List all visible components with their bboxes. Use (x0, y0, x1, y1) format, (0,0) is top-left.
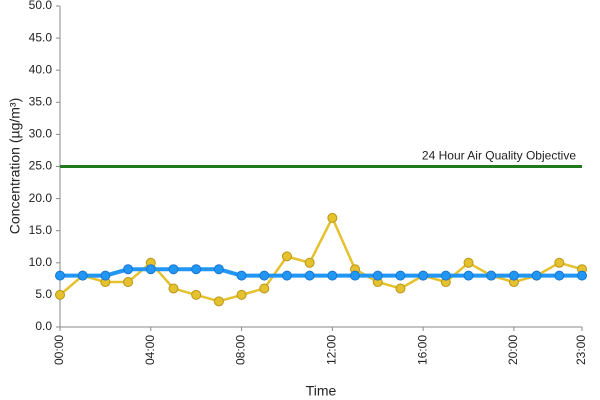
series-marker (168, 283, 179, 294)
y-tick-label: 15.0 (29, 223, 53, 237)
series-marker (304, 270, 315, 281)
y-tick-label: 5.0 (35, 287, 52, 301)
series-marker (531, 270, 542, 281)
series-marker (191, 289, 202, 300)
y-tick-label: 25.0 (29, 159, 53, 173)
x-tick-label: 16:00 (415, 335, 429, 365)
x-tick-label: 04:00 (143, 335, 157, 365)
y-tick-label: 10.0 (29, 255, 53, 269)
series-marker (236, 270, 247, 281)
series-marker (577, 270, 587, 281)
series-marker (327, 212, 338, 223)
series-marker (554, 270, 565, 281)
series-line (59, 216, 583, 303)
y-tick-label: 35.0 (29, 94, 53, 108)
series-marker (281, 251, 292, 262)
series-marker (486, 270, 497, 281)
series-marker (304, 257, 315, 268)
y-axis-title: Concentration (µg/m³) (7, 98, 23, 234)
series-marker (281, 270, 292, 281)
series-marker (463, 270, 474, 281)
series-marker (463, 257, 474, 268)
series-marker (123, 264, 134, 275)
series-marker (236, 289, 247, 300)
y-tick-label: 50.0 (29, 0, 53, 12)
series-marker (123, 277, 134, 288)
series-marker (259, 283, 270, 294)
x-tick-label: 20:00 (506, 335, 520, 365)
series-marker (440, 270, 451, 281)
objective-label: 24 Hour Air Quality Objective (422, 149, 576, 163)
x-axis-title: Time (306, 383, 337, 399)
y-tick-label: 30.0 (29, 127, 53, 141)
series-marker (100, 270, 111, 281)
series-marker (395, 270, 406, 281)
series-marker (395, 283, 406, 294)
series-marker (191, 264, 202, 275)
series-marker (213, 296, 224, 307)
x-tick-label: 00:00 (52, 335, 66, 365)
series-marker (418, 270, 429, 281)
series-marker (372, 270, 383, 281)
x-tick-label: 23:00 (574, 335, 588, 365)
series-marker (213, 264, 224, 275)
x-tick-label: 12:00 (325, 335, 339, 365)
series-marker (350, 270, 361, 281)
y-tick-label: 0.0 (35, 319, 52, 333)
series-marker (259, 270, 270, 281)
series-marker (55, 289, 65, 300)
series-marker (168, 264, 179, 275)
x-tick-label: 08:00 (234, 335, 248, 365)
y-tick-label: 20.0 (29, 191, 53, 205)
series-marker (327, 270, 338, 281)
y-tick-label: 45.0 (29, 30, 53, 44)
series-marker (508, 270, 519, 281)
series-marker (77, 270, 88, 281)
series-marker (55, 270, 65, 281)
series-marker (554, 257, 565, 268)
series-marker (145, 264, 156, 275)
y-tick-label: 40.0 (29, 62, 53, 76)
